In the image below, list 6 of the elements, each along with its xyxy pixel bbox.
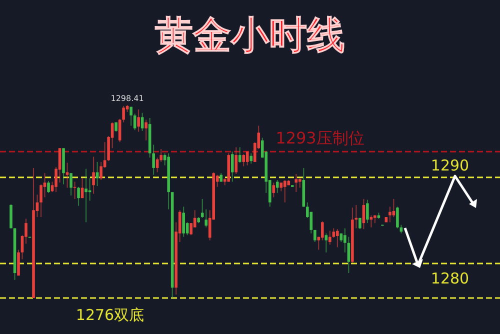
ref-line-label: 1290	[430, 156, 470, 174]
ref-line-label: 1280	[430, 270, 470, 288]
ref-line-label: 1276双底	[76, 306, 144, 324]
annotation: 1298.41	[110, 94, 144, 103]
ref-line-label: 1293压制位	[276, 128, 364, 148]
chart-title: 黄金小时线	[155, 13, 345, 57]
